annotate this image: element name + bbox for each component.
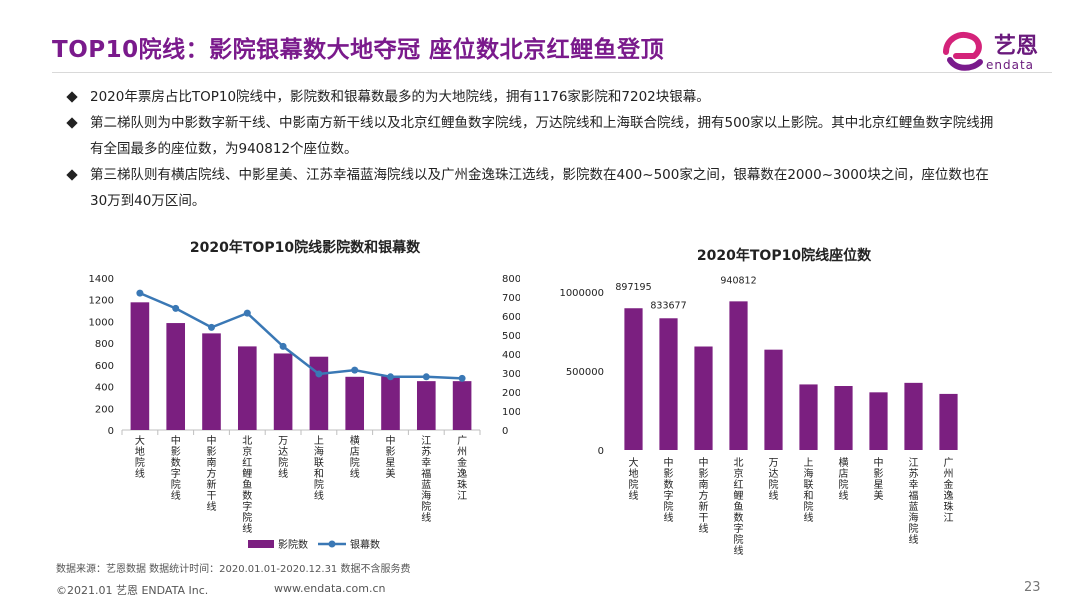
page-number: 23 (1024, 580, 1041, 595)
y-right-tick-label: 6000 (502, 312, 520, 323)
bar (345, 376, 365, 430)
bar (694, 346, 713, 450)
y-left-tick-label: 800 (95, 339, 114, 350)
y-right-tick-label: 3000 (502, 369, 520, 380)
y-right-tick-label: 7000 (502, 293, 520, 304)
y-right-tick-label: 2000 (502, 388, 520, 399)
bar (309, 356, 329, 430)
x-tick-label: 北京红鲤鱼数字院线 (734, 457, 744, 556)
x-tick-label: 中影南方新干线 (207, 434, 217, 513)
bar (452, 381, 472, 430)
bar (624, 308, 643, 450)
x-tick-label: 大地院线 (135, 434, 145, 480)
legend-label: 影院数 (278, 538, 308, 551)
website-link[interactable]: www.endata.com.cn (274, 582, 386, 595)
x-tick-label: 万达院线 (278, 436, 288, 480)
bar (904, 382, 923, 450)
seat-chart-svg: 2020年TOP10院线座位数 0 500000 1000000 897195 大地院线 8… (559, 247, 958, 557)
x-tick-label: 江苏幸福蓝海院线 (421, 435, 431, 524)
legend-swatch-point (328, 540, 336, 548)
bar (166, 323, 186, 430)
data-label: 833677 (650, 300, 686, 311)
x-tick-label: 大地院线 (629, 456, 639, 502)
legend-label: 银幕数 (350, 538, 380, 551)
bar (659, 318, 678, 450)
x-tick-label: 横店院线 (350, 434, 360, 480)
y-left-tick-label: 0 (108, 426, 114, 437)
x-tick-label: 上海联和院线 (804, 457, 814, 524)
y-tick-label: 1000000 (559, 288, 604, 299)
y-left-tick-label: 400 (95, 383, 114, 394)
line-point (243, 309, 251, 317)
x-tick-label: 中影数字院线 (171, 434, 181, 502)
bar (834, 386, 853, 450)
line-point (136, 289, 144, 297)
x-tick-label: 中影南方新干线 (699, 456, 709, 535)
series-line (139, 292, 463, 380)
bar (237, 346, 257, 430)
x-tick-label: 中影数字院线 (664, 456, 674, 524)
bar (202, 333, 221, 430)
line-point (279, 342, 287, 350)
line-point (422, 373, 430, 381)
data-label: 940812 (720, 275, 756, 286)
bar (381, 376, 400, 430)
y-right-tick-label: 5000 (502, 331, 520, 342)
line-point (458, 374, 466, 382)
title-divider (52, 72, 1052, 73)
bar (799, 384, 818, 450)
x-tick-label: 北京红鲤鱼数字院线 (242, 435, 252, 535)
cinema-screen-chart: 2020年TOP10院线影院数和银幕数 0 200 400 600 800 1000 1200… (60, 230, 528, 560)
copyright: ©2021.01 艺恩 ENDATA Inc. (56, 584, 209, 597)
bar (273, 353, 293, 430)
data-source: 数据来源：艺恩数据 数据统计时间：2020.01.01-2020.12.31 数… (56, 564, 411, 575)
bullet-list: 2020年票房占比TOP10院线中，影院数和银幕数最多的为大地院线，拥有1176… (66, 84, 1006, 214)
bar (130, 302, 150, 430)
y-tick-label: 500000 (566, 367, 604, 378)
chart-title: 2020年TOP10院线座位数 (697, 247, 872, 264)
chart-title: 2020年TOP10院线影院数和银幕数 (190, 239, 421, 256)
y-right-tick-label: 1000 (502, 407, 520, 418)
legend-swatch-bar (248, 540, 274, 548)
bullet-item: 第三梯队则有横店院线、中影星美、江苏幸福蓝海院线以及广州金逸珠江选线，影院数在4… (66, 162, 1006, 214)
endata-logo: 艺恩 endata (938, 24, 1058, 78)
y-left-tick-label: 1000 (89, 317, 114, 328)
bar (869, 392, 888, 450)
x-tick-label: 广州金逸珠江 (944, 457, 954, 524)
y-left-tick-label: 600 (95, 361, 114, 372)
x-tick-label: 江苏幸福蓝海院线 (909, 457, 919, 546)
bar (416, 381, 436, 430)
endata-logo-icon (943, 32, 983, 71)
x-tick-label: 横店院线 (839, 456, 849, 502)
y-tick-label: 0 (598, 446, 604, 457)
logo-text-cn: 艺恩 (994, 34, 1039, 59)
line-point (172, 304, 180, 312)
logo-text-en: endata (986, 58, 1035, 72)
line-point (351, 366, 359, 374)
y-right-tick-label: 0 (502, 426, 508, 437)
line-point (387, 373, 394, 381)
y-right-tick-label: 8000 (502, 274, 520, 285)
seat-chart: 2020年TOP10院线座位数 0 500000 1000000 897195 大地院线 8… (556, 236, 1016, 557)
x-tick-label: 上海联和院线 (314, 435, 324, 502)
line-point (315, 370, 323, 378)
line-point (208, 323, 215, 331)
x-tick-label: 中影星美 (874, 456, 884, 502)
data-label: 897195 (615, 282, 651, 293)
bullet-item: 第二梯队则为中影数字新干线、中影南方新干线以及北京红鲤鱼数字院线，万达院线和上海… (66, 110, 1006, 162)
x-tick-label: 广州金逸珠江 (457, 435, 467, 502)
bullet-item: 2020年票房占比TOP10院线中，影院数和银幕数最多的为大地院线，拥有1176… (66, 84, 1006, 110)
bar (764, 349, 783, 450)
cinema-screen-chart-svg: 2020年TOP10院线影院数和银幕数 0 200 400 600 800 1000 1200… (89, 239, 528, 551)
x-tick-label: 中影星美 (386, 434, 396, 480)
bar (939, 393, 958, 450)
y-left-tick-label: 200 (95, 404, 114, 415)
bar (729, 301, 748, 450)
x-tick-label: 万达院线 (769, 458, 779, 502)
page-title: TOP10院线：影院银幕数大地夺冠 座位数北京红鲤鱼登顶 (52, 37, 665, 63)
y-left-tick-label: 1400 (89, 274, 114, 285)
y-left-tick-label: 1200 (89, 296, 114, 307)
